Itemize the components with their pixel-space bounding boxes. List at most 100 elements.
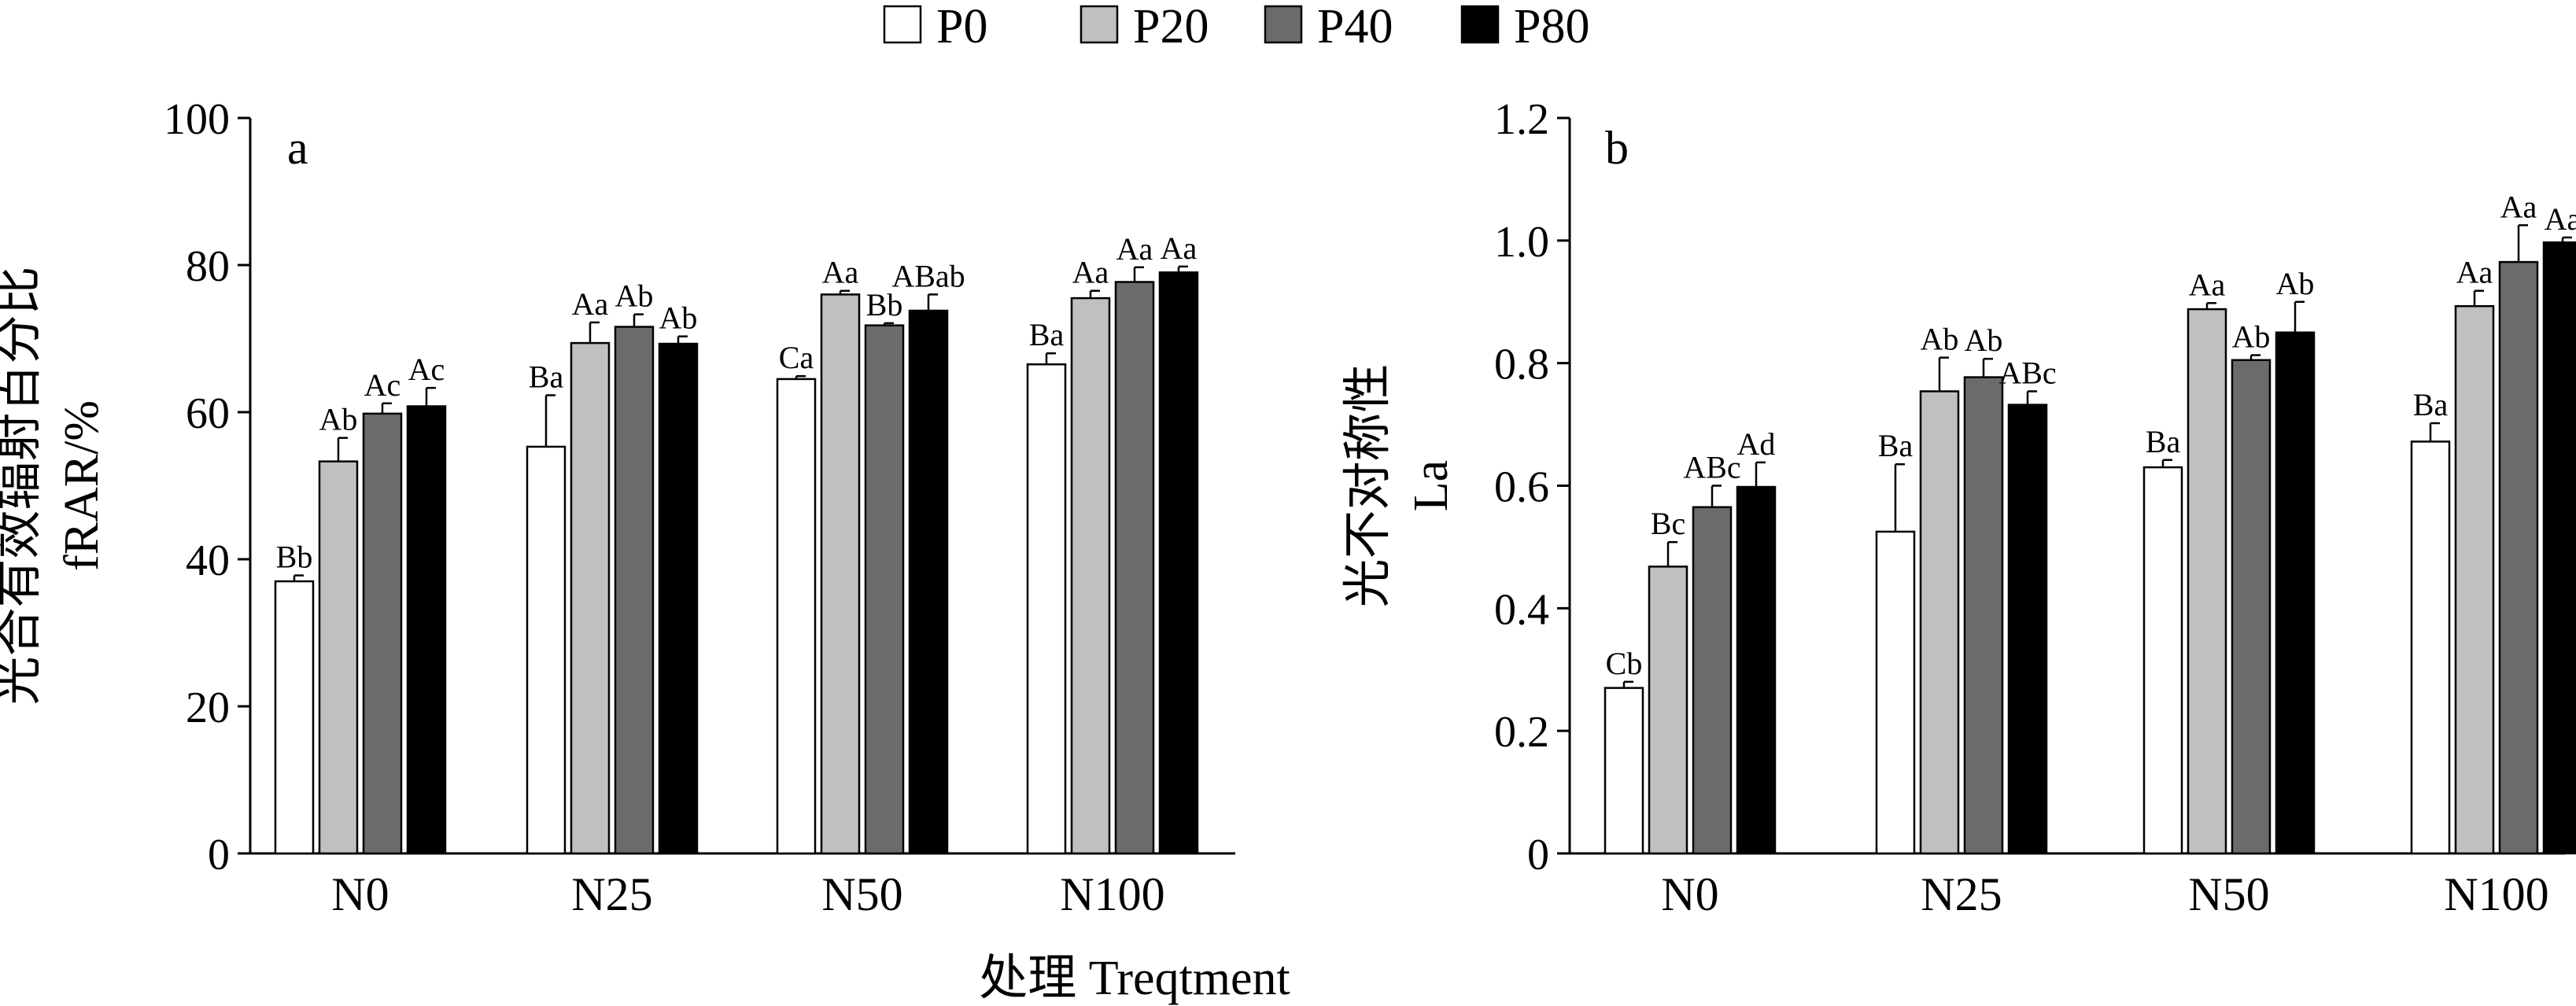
bar [2498, 260, 2539, 855]
bar [526, 445, 566, 855]
significance-label: Ab [319, 402, 358, 437]
bar [614, 326, 655, 855]
significance-label: Ab [2276, 266, 2315, 301]
x-category-label: N25 [1921, 868, 2002, 920]
x-category-label: N0 [331, 868, 389, 920]
y-tick-label: 0.8 [1494, 341, 1549, 389]
bar [1692, 506, 1733, 855]
y-tick-label: 40 [186, 536, 230, 585]
bar [2454, 304, 2495, 855]
significance-label: Ba [1029, 317, 1065, 352]
panel-letter: b [1605, 122, 1629, 174]
bar [1114, 281, 1155, 855]
significance-label: ABab [891, 258, 965, 293]
bar [1919, 390, 1960, 855]
y-tick-label: 0 [1527, 831, 1549, 879]
panel-letter: a [287, 122, 308, 174]
significance-label: ABc [1998, 356, 2056, 391]
bar [362, 412, 403, 855]
significance-label: Aa [572, 286, 609, 322]
significance-label: Aa [2500, 189, 2537, 224]
significance-label: Ab [1965, 322, 2003, 358]
significance-label: Ba [2146, 424, 2181, 459]
significance-label: Aa [2189, 267, 2226, 302]
y-tick-label: 60 [186, 389, 230, 438]
y-tick-label: 1.0 [1494, 218, 1549, 267]
legend: P0 P20 P40 P80 [883, 0, 1589, 53]
significance-label: Bb [866, 287, 903, 322]
legend-label-p40: P40 [1317, 0, 1393, 53]
bar [658, 342, 699, 855]
significance-label: Ab [615, 278, 654, 314]
y-tick-label: 0.4 [1494, 585, 1549, 634]
bar [776, 378, 817, 855]
bar [318, 460, 359, 855]
significance-label: Ba [529, 359, 564, 394]
bar [2542, 241, 2576, 855]
y-axis-title-line2: La [1404, 460, 1458, 511]
significance-label: Aa [2545, 201, 2576, 237]
significance-label: Ba [1878, 428, 1914, 463]
bar [2187, 308, 2227, 855]
y-axis-title-line1: 光不对称性 [1342, 363, 1395, 607]
legend-label-p20: P20 [1133, 0, 1209, 53]
y-tick-label: 0 [208, 831, 230, 879]
legend-label-p0: P0 [936, 0, 987, 53]
significance-label: Ac [364, 367, 401, 403]
significance-label: Ab [1921, 322, 1959, 357]
bar [406, 405, 447, 855]
y-tick-label: 80 [186, 242, 230, 291]
bar [1158, 271, 1199, 855]
bar [1070, 297, 1111, 855]
significance-label: Aa [1161, 230, 1198, 266]
bar [820, 293, 861, 855]
y-tick-label: 20 [186, 684, 230, 732]
x-category-label: N50 [821, 868, 902, 920]
significance-label: Ac [408, 352, 445, 387]
significance-label: Aa [822, 255, 859, 290]
bar [2007, 404, 2048, 855]
legend-swatch-p40 [1264, 5, 1303, 44]
bar [1648, 566, 1688, 855]
y-tick-label: 0.2 [1494, 708, 1549, 757]
y-tick-label: 0.6 [1494, 463, 1549, 512]
y-axis-title-line1: 光合有效辐射百分比 [0, 266, 46, 705]
bar [1604, 687, 1644, 855]
x-axis-title: 处理 Treqtment [979, 952, 1290, 1005]
legend-swatch-p0 [883, 5, 922, 44]
bar [1736, 485, 1777, 855]
x-category-label: N100 [2444, 868, 2548, 920]
bar [274, 580, 315, 855]
significance-label: Bb [276, 540, 313, 575]
significance-label: Ba [2413, 387, 2449, 422]
x-category-label: N0 [1661, 868, 1718, 920]
x-category-label: N50 [2188, 868, 2269, 920]
y-tick-label: 100 [164, 95, 230, 144]
bar [864, 324, 905, 855]
bar [1963, 376, 2004, 855]
significance-label: Ca [779, 340, 814, 375]
significance-label: Ad [1737, 426, 1776, 462]
bar [2231, 359, 2272, 855]
significance-label: Ab [2232, 319, 2271, 355]
bar [2410, 440, 2451, 855]
legend-swatch-p20 [1079, 5, 1119, 44]
legend-swatch-p80 [1460, 5, 1500, 44]
significance-label: Bc [1651, 506, 1685, 541]
x-category-label: N25 [571, 868, 652, 920]
bar [1026, 363, 1067, 855]
significance-label: Aa [1116, 231, 1153, 267]
bar [570, 341, 611, 855]
bar [2142, 466, 2183, 855]
significance-label: Ab [659, 300, 698, 336]
y-axis-title-line2: fRAR/% [55, 400, 109, 571]
x-category-label: N100 [1060, 868, 1164, 920]
significance-label: Cb [1606, 646, 1643, 681]
legend-label-p80: P80 [1514, 0, 1589, 53]
bar [908, 309, 949, 855]
significance-label: Aa [2456, 255, 2493, 290]
significance-label: Aa [1072, 255, 1109, 290]
